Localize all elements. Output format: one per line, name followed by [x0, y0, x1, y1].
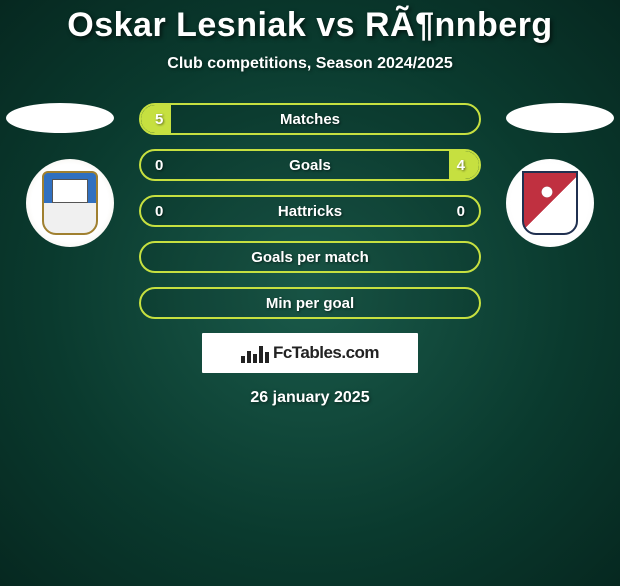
stat-value-right: 4 — [457, 157, 465, 174]
stat-value-right: 0 — [457, 203, 465, 220]
stat-value-left: 0 — [155, 203, 163, 220]
stat-label: Goals per match — [251, 249, 369, 266]
date-label: 26 january 2025 — [0, 389, 620, 407]
stat-row: 0 4 Goals — [139, 149, 481, 181]
brand-chart-icon — [241, 343, 269, 363]
stat-label: Matches — [280, 111, 340, 128]
stat-row: Min per goal — [139, 287, 481, 319]
stat-row: Goals per match — [139, 241, 481, 273]
stat-row: 5 Matches — [139, 103, 481, 135]
stat-rows: 5 Matches 0 4 Goals 0 0 Hattricks Goals per matc… — [139, 103, 481, 319]
page-title: Oskar Lesniak vs RÃ¶nnberg — [0, 6, 620, 45]
brand-text: FcTables.com — [273, 343, 379, 363]
team-badge-right — [506, 159, 594, 247]
player-right-banner — [506, 103, 614, 133]
stat-label: Min per goal — [266, 295, 354, 312]
stats-container: 5 Matches 0 4 Goals 0 0 Hattricks Goals per matc… — [0, 103, 620, 319]
player-left-banner — [6, 103, 114, 133]
stat-label: Goals — [289, 157, 331, 174]
stat-label: Hattricks — [278, 203, 342, 220]
team-crest-right-icon — [522, 171, 578, 235]
team-crest-left-icon — [42, 171, 98, 235]
subtitle: Club competitions, Season 2024/2025 — [0, 55, 620, 73]
brand-box[interactable]: FcTables.com — [202, 333, 418, 373]
team-badge-left — [26, 159, 114, 247]
stat-value-left: 0 — [155, 157, 163, 174]
stat-value-left: 5 — [155, 111, 163, 128]
stat-row: 0 0 Hattricks — [139, 195, 481, 227]
